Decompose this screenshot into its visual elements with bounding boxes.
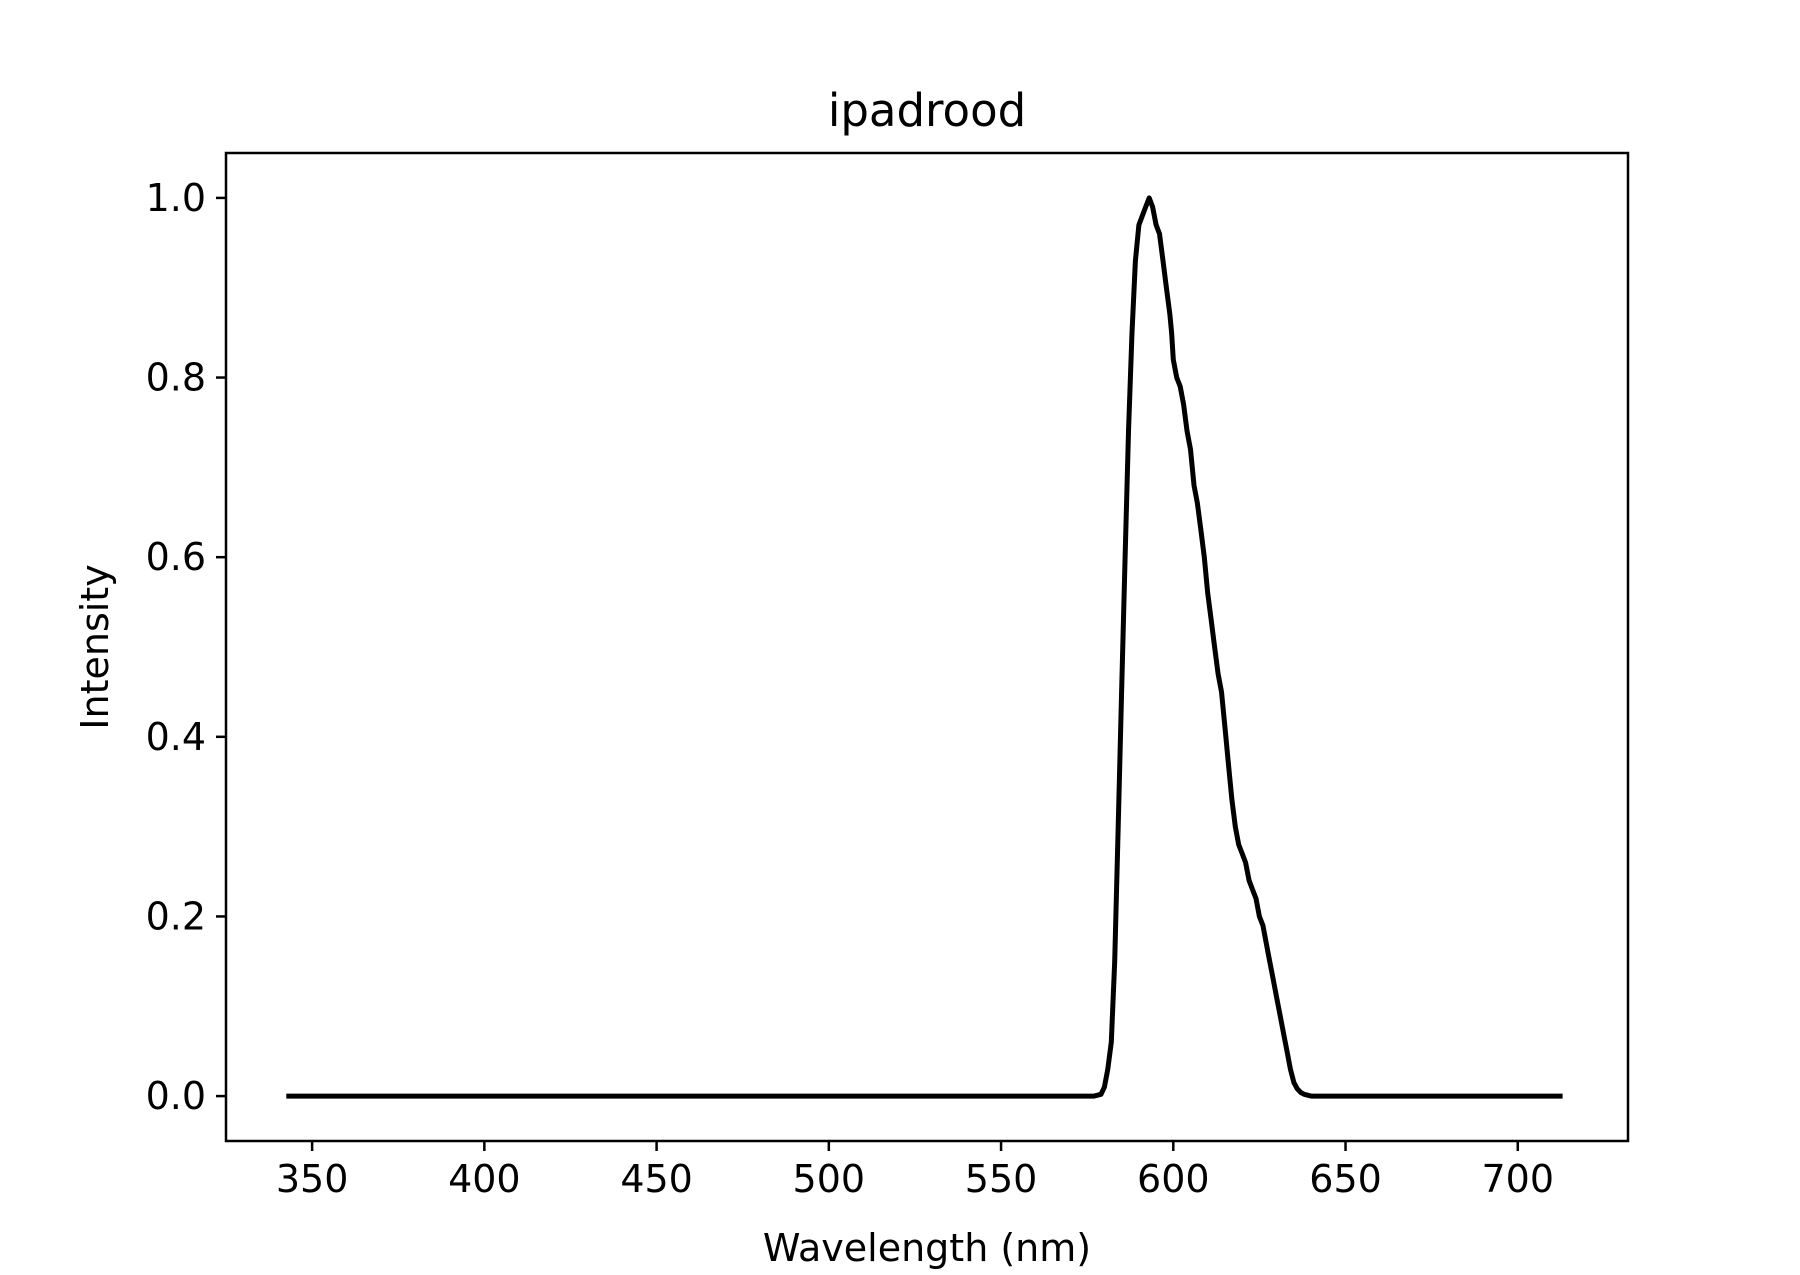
y-tick-label: 0.6: [146, 535, 206, 579]
x-tick-label: 550: [965, 1157, 1038, 1201]
y-axis-ticks: 0.0 0.2 0.4 0.6 0.8 1.0: [146, 176, 226, 1118]
chart-title: ipadrood: [828, 84, 1026, 137]
y-tick-label: 0.0: [146, 1074, 206, 1118]
series-line: [286, 195, 1563, 1099]
x-tick-label: 700: [1482, 1157, 1555, 1201]
x-tick-label: 400: [448, 1157, 521, 1201]
series-group: [286, 195, 1563, 1099]
y-tick-label: 0.4: [146, 715, 206, 759]
x-tick-label: 650: [1309, 1157, 1382, 1201]
x-tick-label: 600: [1137, 1157, 1210, 1201]
plot-frame: [224, 151, 1630, 1143]
x-axis-ticks: 350 400 450 500 550 600 650 700: [276, 1141, 1554, 1201]
x-tick-label: 500: [793, 1157, 866, 1201]
y-tick-label: 1.0: [146, 176, 206, 220]
y-tick-label: 0.8: [146, 356, 206, 400]
y-tick-label: 0.2: [146, 894, 206, 938]
x-axis-label: Wavelength (nm): [763, 1226, 1091, 1270]
y-axis-label: Intensity: [73, 564, 117, 729]
x-tick-label: 350: [276, 1157, 349, 1201]
x-tick-label: 450: [620, 1157, 693, 1201]
